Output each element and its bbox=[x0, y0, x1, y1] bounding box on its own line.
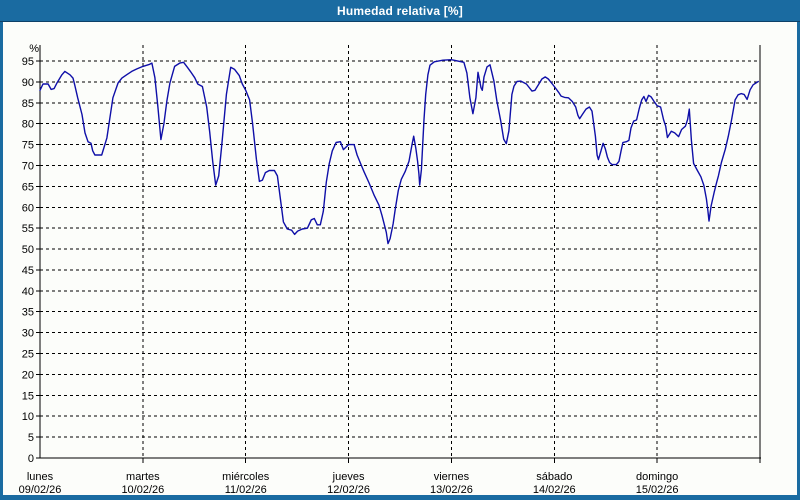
day-date-label: 09/02/26 bbox=[19, 484, 62, 495]
y-tick-label: 90 bbox=[22, 77, 34, 89]
y-tick-label: 20 bbox=[22, 369, 34, 381]
y-tick-label: 70 bbox=[22, 160, 34, 172]
y-tick-label: 65 bbox=[22, 181, 34, 193]
day-date-label: 15/02/26 bbox=[636, 484, 679, 495]
day-date-label: 14/02/26 bbox=[533, 484, 576, 495]
y-tick-label: 50 bbox=[22, 244, 34, 256]
title-bar: Humedad relativa [%] bbox=[0, 0, 800, 22]
y-tick-label: 30 bbox=[22, 328, 34, 340]
humidity-series-line bbox=[39, 59, 759, 245]
y-tick-label: 55 bbox=[22, 223, 34, 235]
day-date-label: 11/02/26 bbox=[225, 484, 267, 495]
y-tick-label: 45 bbox=[22, 265, 34, 277]
chart-panel: 0 5 10 15 20 25 30 35 40 45 50 55 60 65 70 75 80 85 90 95% l… bbox=[0, 22, 800, 495]
day-name-label: domingo bbox=[636, 471, 678, 483]
y-tick-label: 40 bbox=[22, 286, 34, 298]
day-date-label: 12/02/26 bbox=[327, 484, 370, 495]
y-tick-label: 80 bbox=[22, 119, 34, 131]
y-tick-label: 15 bbox=[22, 390, 34, 402]
y-tick-label: 95 bbox=[22, 56, 34, 68]
day-name-label: lunes bbox=[27, 471, 54, 483]
day-date-label: 13/02/26 bbox=[430, 484, 473, 495]
y-tick-label: 0 bbox=[28, 453, 34, 465]
y-tick-label: 35 bbox=[22, 307, 34, 319]
day-name-label: miércoles bbox=[222, 471, 270, 483]
y-axis-unit-label: % bbox=[29, 43, 39, 55]
y-tick-label: 10 bbox=[22, 411, 34, 423]
y-tick-label: 5 bbox=[28, 432, 34, 444]
y-tick-label: 25 bbox=[22, 349, 34, 361]
day-name-label: jueves bbox=[332, 471, 365, 483]
humidity-chart: 0 5 10 15 20 25 30 35 40 45 50 55 60 65 70 75 80 85 90 95% l… bbox=[19, 43, 761, 495]
page-title: Humedad relativa [%] bbox=[336, 3, 464, 18]
day-name-label: viernes bbox=[434, 471, 470, 483]
y-tick-label: 85 bbox=[22, 98, 34, 110]
day-name-label: martes bbox=[126, 471, 160, 483]
day-name-label: sábado bbox=[536, 471, 572, 483]
y-tick-label: 60 bbox=[22, 202, 34, 214]
day-date-label: 10/02/26 bbox=[121, 484, 164, 495]
y-tick-label: 75 bbox=[22, 140, 34, 152]
